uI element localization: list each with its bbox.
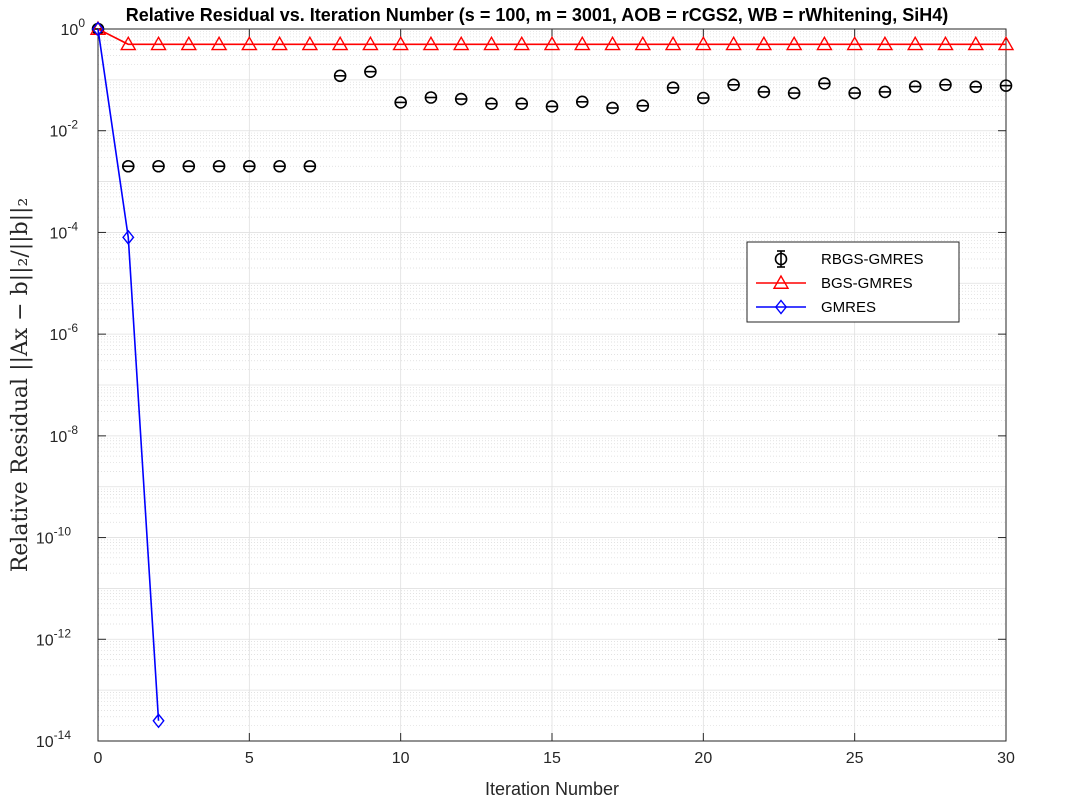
chart-title: Relative Residual vs. Iteration Number (… (126, 5, 949, 25)
series-line (97, 28, 160, 721)
y-tick-label: 10-8 (50, 423, 79, 446)
data-point (121, 159, 135, 173)
data-point (816, 35, 833, 51)
data-point (785, 35, 803, 51)
data-point (485, 97, 498, 110)
data-point (604, 35, 621, 51)
x-axis-label: Iteration Number (485, 779, 619, 799)
data-point (152, 713, 165, 729)
legend: RBGS-GMRES BGS-GMRES GMRES (746, 241, 960, 323)
data-point (303, 159, 317, 173)
x-tick-label: 25 (846, 750, 864, 767)
series-line (97, 28, 1006, 46)
data-point (787, 86, 801, 100)
data-point (999, 79, 1013, 92)
series-gmres (91, 21, 165, 729)
data-point (392, 35, 409, 51)
axes: 100 10-2 10-4 10-6 10-8 10-10 10-12 10-14 0 5 10 15… (36, 16, 1015, 767)
y-tick-label: 10-4 (50, 219, 79, 242)
data-point (846, 35, 863, 51)
data-point (241, 35, 258, 51)
data-point (301, 35, 319, 51)
data-point (513, 35, 530, 51)
data-point (122, 229, 135, 245)
data-point (362, 35, 379, 51)
y-tick-label: 10-14 (36, 728, 71, 751)
data-point (997, 35, 1015, 51)
data-point (331, 35, 349, 51)
legend-marker (772, 274, 790, 289)
data-point (273, 159, 286, 173)
series-bgs-gmres (89, 20, 1015, 51)
data-point (212, 159, 226, 173)
data-point (422, 35, 440, 51)
legend-marker (774, 252, 788, 266)
data-point (394, 96, 407, 109)
data-point (545, 100, 559, 113)
data-point (636, 99, 650, 113)
x-tick-label: 10 (392, 750, 410, 767)
data-point (150, 35, 167, 51)
data-point (937, 35, 954, 51)
data-point (878, 85, 892, 99)
data-point (755, 35, 773, 51)
legend-entry: RBGS-GMRES (774, 250, 924, 268)
x-tick-label: 0 (94, 750, 103, 767)
data-point (939, 78, 952, 92)
data-point (424, 91, 438, 104)
data-point (666, 81, 680, 95)
data-point (271, 35, 288, 51)
data-point (333, 69, 347, 83)
data-point (634, 35, 652, 51)
y-axis-label: Relative Residual ||Ax − b||₂/||b||₂ (8, 198, 33, 573)
data-point (543, 35, 561, 51)
data-point (908, 80, 922, 93)
data-point (243, 159, 256, 173)
x-tick-label: 30 (997, 750, 1015, 767)
x-tick-label: 15 (543, 750, 561, 767)
data-point (906, 35, 924, 51)
data-point (454, 92, 468, 106)
y-tick-label: 10-10 (36, 525, 71, 548)
data-point (515, 97, 529, 110)
legend-label: RBGS-GMRES (821, 251, 924, 268)
data-point (91, 21, 105, 37)
data-point (452, 35, 470, 51)
data-point (727, 78, 740, 92)
x-tick-label: 20 (694, 750, 712, 767)
data-point (848, 86, 861, 100)
data-point (575, 95, 589, 109)
data-point (574, 35, 591, 51)
legend-box (746, 241, 960, 323)
y-tick-label: 100 (61, 16, 86, 39)
data-point (483, 35, 500, 51)
data-point (818, 77, 831, 90)
data-point (664, 35, 682, 51)
data-point (697, 91, 710, 105)
y-tick-label: 10-12 (36, 626, 71, 649)
legend-label: BGS-GMRES (821, 275, 913, 292)
legend-label: GMRES (821, 299, 876, 316)
data-point (364, 65, 377, 78)
x-tick-label: 5 (245, 750, 254, 767)
data-point (180, 35, 198, 51)
data-point (967, 35, 984, 51)
data-point (152, 159, 165, 173)
data-point (876, 35, 894, 51)
legend-entry: GMRES (756, 299, 876, 316)
data-point (182, 159, 196, 173)
data-point (695, 35, 712, 51)
data-point (725, 35, 742, 51)
y-tick-label: 10-6 (50, 321, 79, 344)
data-point (969, 80, 983, 94)
data-series (89, 20, 1015, 729)
legend-entry: BGS-GMRES (756, 274, 913, 292)
data-point (757, 85, 771, 99)
data-point (606, 101, 619, 115)
data-point (210, 35, 228, 51)
data-point (120, 35, 137, 51)
y-tick-label: 10-2 (50, 118, 79, 141)
legend-marker (774, 299, 788, 315)
